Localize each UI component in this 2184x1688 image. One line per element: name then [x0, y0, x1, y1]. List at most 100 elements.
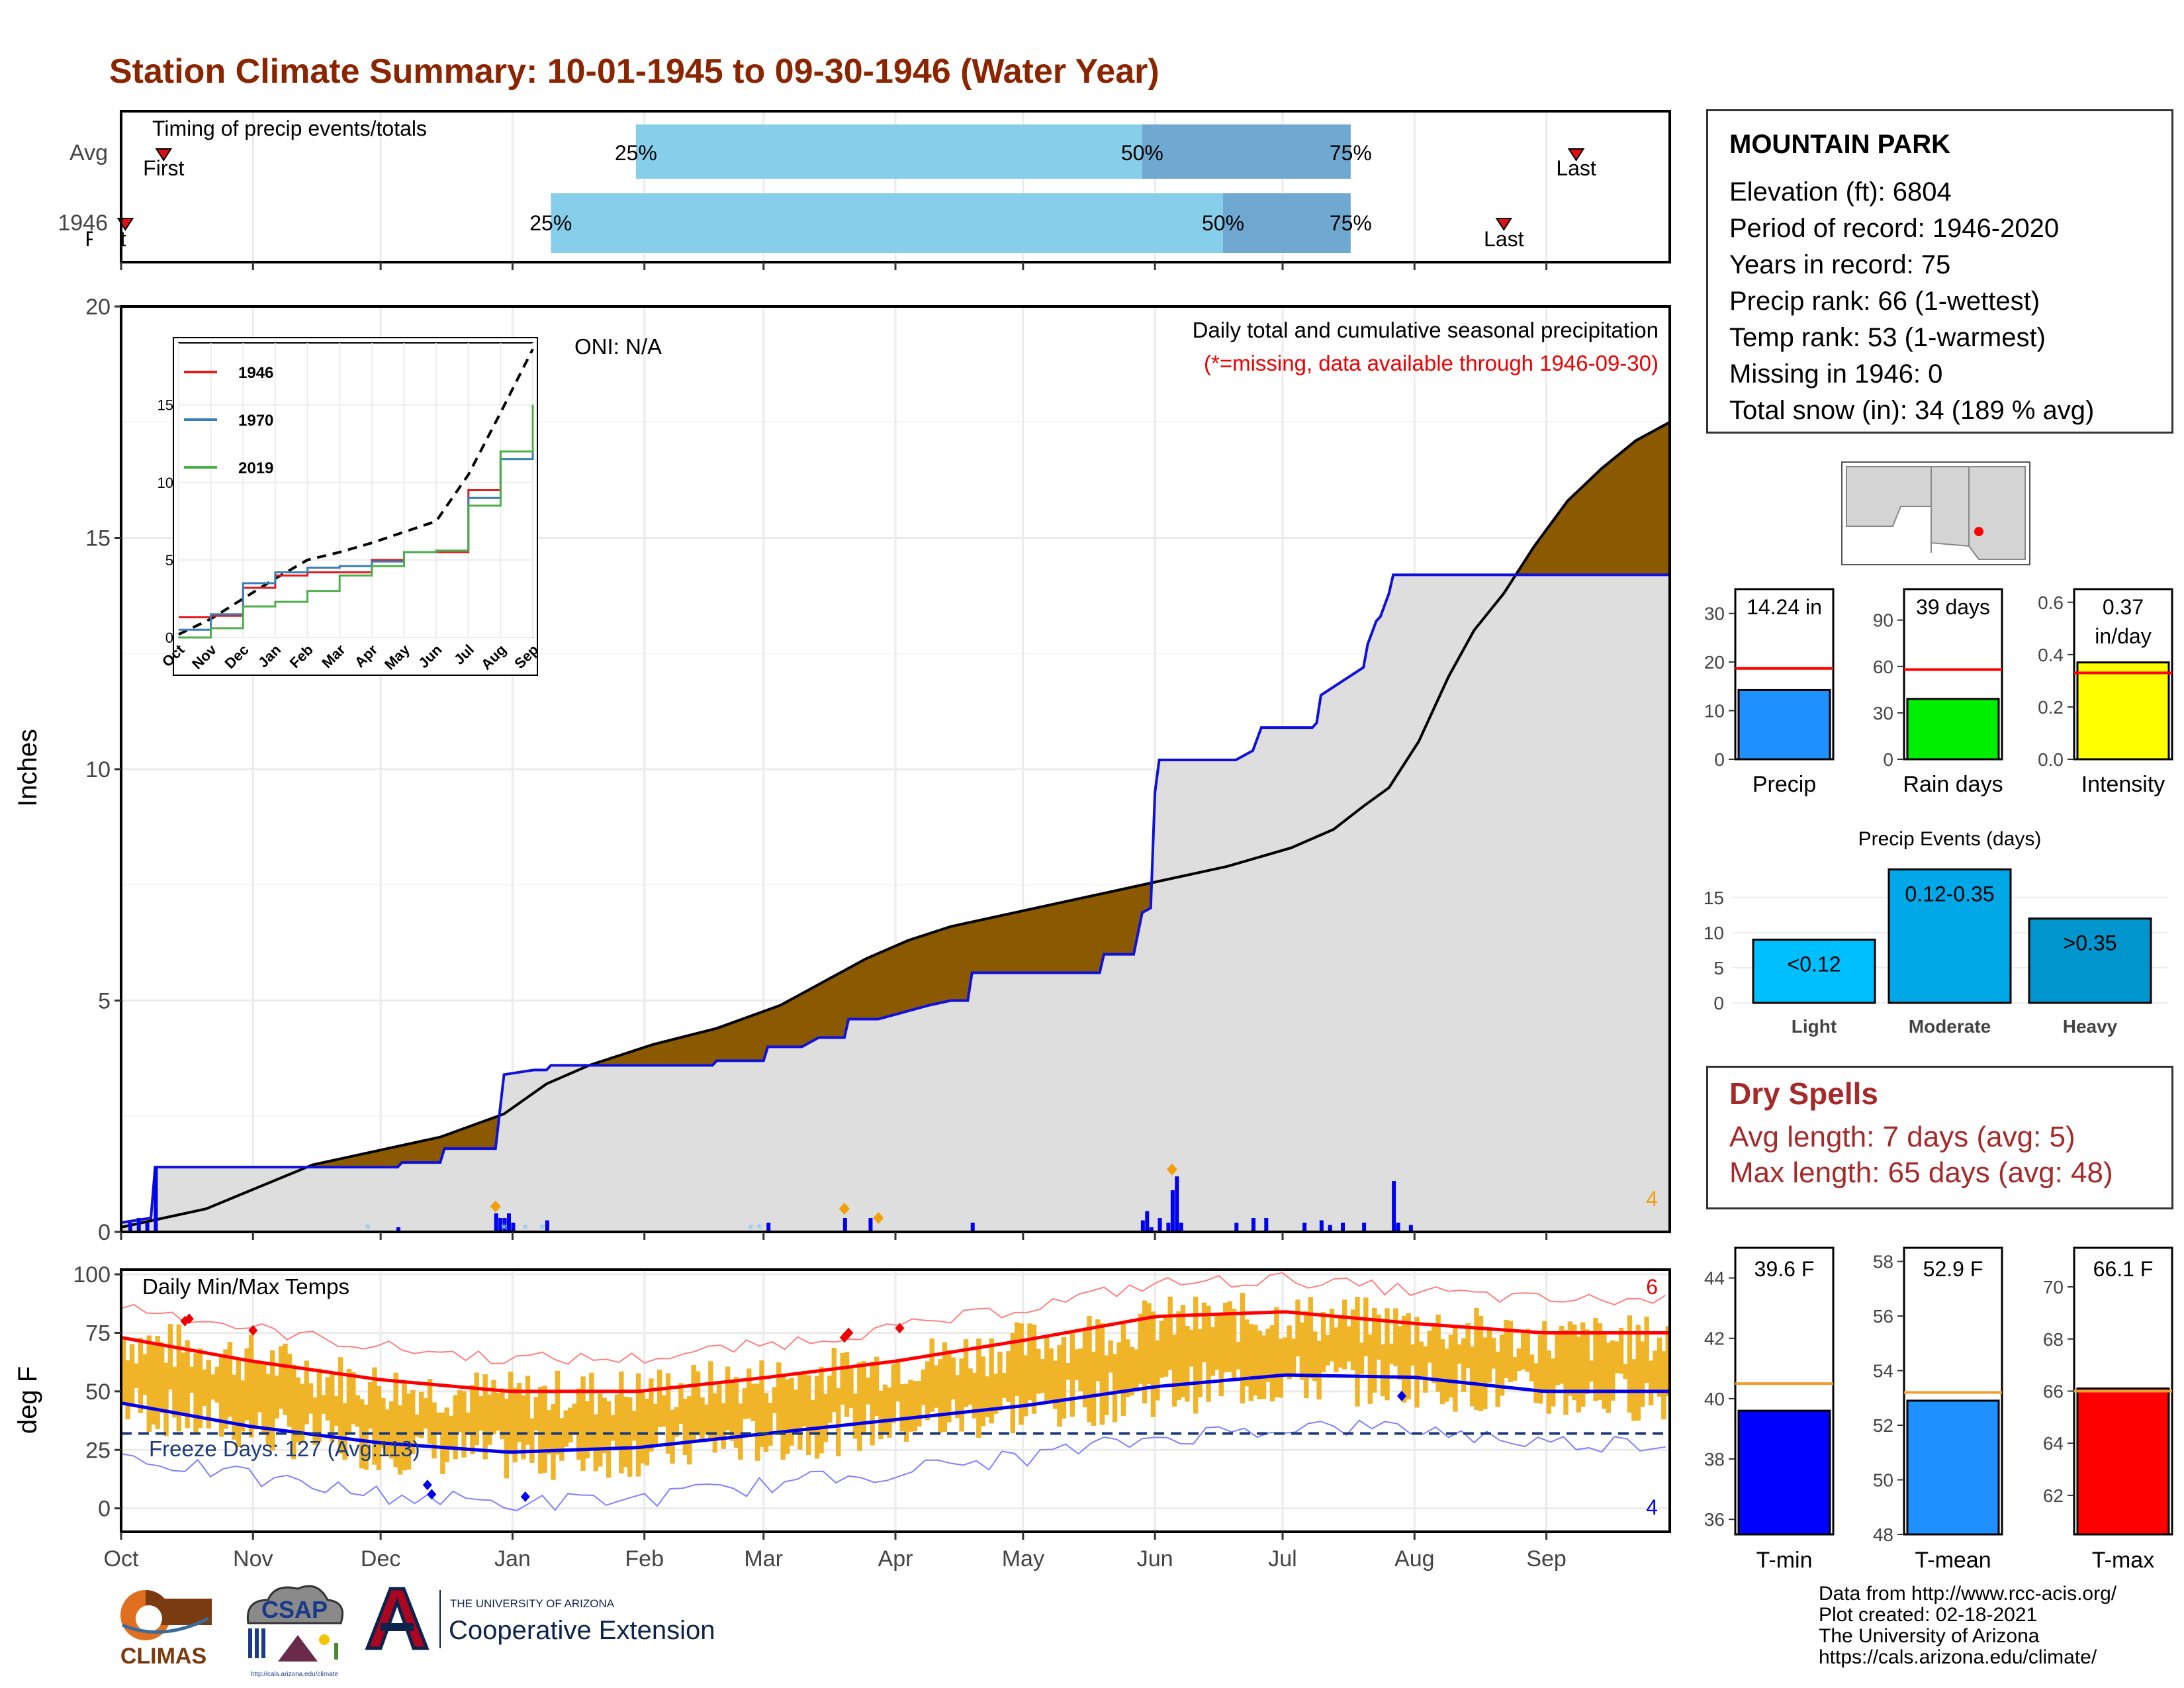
- daily-temp-bar: [1091, 1351, 1097, 1426]
- daily-temp-bar: [304, 1360, 309, 1425]
- timing-row-label-avg: Avg: [69, 140, 108, 165]
- daily-temp-bar: [751, 1383, 756, 1422]
- avg-cumulative-line: [120, 420, 1670, 1229]
- daily-temp-bar: [653, 1403, 658, 1444]
- daily-temp-bar: [214, 1366, 220, 1403]
- temp-bar-ytick-label: 68: [2043, 1329, 2064, 1350]
- daily-temp-bar: [635, 1373, 641, 1477]
- record-low-marker: [427, 1489, 437, 1500]
- daily-temp-bar: [793, 1389, 799, 1434]
- daily-temp-bar: [1661, 1351, 1666, 1420]
- daily-temp-bar: [1414, 1317, 1420, 1408]
- oni-label: ONI: N/A: [574, 334, 662, 359]
- daily-temp-bar: [1223, 1302, 1228, 1373]
- inset-series-line: [179, 404, 534, 639]
- precip-ylabel: Inches: [13, 729, 42, 807]
- daily-temp-bar: [265, 1374, 271, 1445]
- timing-bar-q50-q75: [1142, 124, 1351, 179]
- daily-temp-bar: [780, 1376, 786, 1460]
- daily-temp-bar: [474, 1372, 479, 1446]
- daily-temp-bar: [1551, 1358, 1556, 1407]
- daily-temp-bar: [1508, 1321, 1514, 1383]
- daily-temp-bar: [1406, 1313, 1411, 1399]
- record-high-marker: [895, 1323, 905, 1334]
- daily-temp-bar: [870, 1362, 875, 1446]
- daily-temp-bar: [1525, 1329, 1530, 1372]
- daily-temp-bar: [1397, 1326, 1402, 1380]
- daily-temp-bar: [1185, 1325, 1190, 1402]
- daily-temp-bar: [555, 1370, 561, 1455]
- daily-temp-bar: [457, 1390, 463, 1432]
- daily-temp-bar: [1653, 1350, 1658, 1390]
- daily-temp-bar: [1312, 1331, 1318, 1382]
- dry-spells-max: Max length: 65 days (avg: 48): [1729, 1156, 2113, 1189]
- ua-bottom-text: Cooperative Extension: [449, 1616, 715, 1645]
- daily-temp-bar: [334, 1395, 339, 1426]
- tmax-chart-value-bar: [2076, 1387, 2170, 1536]
- daily-temp-bar: [657, 1370, 662, 1427]
- daily-temp-bar: [976, 1338, 981, 1438]
- daily-temp-bar: [389, 1401, 394, 1459]
- daily-temp-bar: [406, 1393, 412, 1470]
- daily-temp-bar: [1120, 1321, 1126, 1417]
- daily-precip-bar: [1166, 1223, 1171, 1232]
- daily-temp-bar: [125, 1360, 130, 1420]
- daily-precip-bar: [136, 1218, 141, 1232]
- missing-data-marker: *: [748, 1221, 754, 1239]
- month-label: Oct: [104, 1546, 139, 1571]
- timing-label: Timing of precip events/totals: [152, 117, 427, 140]
- daily-temp-bar: [1469, 1346, 1475, 1407]
- daily-temp-bar: [968, 1368, 973, 1405]
- dry-spells-box: Dry Spells Avg length: 7 days (avg: 5) M…: [1706, 1066, 2173, 1209]
- daily-temp-bar: [912, 1381, 918, 1432]
- daily-temp-bar: [729, 1382, 735, 1441]
- daily-temp-bar: [287, 1354, 293, 1427]
- daily-temp-bar: [649, 1378, 654, 1452]
- daily-temp-bar: [742, 1388, 747, 1419]
- small-bar-ytick-label: 60: [1873, 657, 1893, 677]
- daily-precip-bar: [1328, 1225, 1332, 1232]
- daily-temp-bar: [414, 1414, 420, 1437]
- small-bar-ytick-label: 30: [1873, 703, 1893, 724]
- daily-temp-bar: [1640, 1341, 1645, 1407]
- rain-days-chart-axis-label: Rain days: [1903, 772, 2003, 797]
- daily-temp-bar: [1074, 1349, 1079, 1380]
- precip-ytick-label: 10: [85, 757, 111, 782]
- temp-ylabel: deg F: [13, 1366, 42, 1434]
- daily-temp-bar: [763, 1393, 769, 1452]
- daily-temp-bar: [253, 1362, 258, 1430]
- daily-temp-bar: [580, 1376, 586, 1471]
- daily-temp-bar: [1236, 1341, 1241, 1370]
- daily-temp-bar: [240, 1380, 246, 1432]
- intensity-chart: 0.0 0.2 0.4 0.6 0.37 in/day Intensity: [2038, 588, 2173, 797]
- daily-temp-bar: [1320, 1311, 1326, 1373]
- daily-temp-bar: [1338, 1316, 1343, 1368]
- timing-pct-50: 50%: [1121, 141, 1163, 165]
- daily-temp-bar: [1265, 1329, 1271, 1382]
- daily-temp-bar: [1491, 1337, 1496, 1369]
- daily-temp-bar: [1308, 1297, 1313, 1379]
- daily-precip-bar: [1408, 1225, 1413, 1232]
- daily-precip-bar: [868, 1218, 873, 1232]
- inset-legend-label: 2019: [238, 459, 273, 477]
- daily-precip-bar: [1158, 1218, 1162, 1232]
- daily-precip-bar: [1149, 1227, 1154, 1232]
- daily-temp-bar: [1432, 1325, 1437, 1383]
- daily-temp-bar: [1372, 1307, 1377, 1393]
- daily-temp-bar: [308, 1383, 314, 1414]
- rain-days-chart-value-bar: [1906, 698, 2000, 761]
- daily-temp-bar: [1504, 1320, 1509, 1378]
- daily-temp-bar: [512, 1387, 518, 1463]
- daily-temp-bar: [151, 1344, 156, 1425]
- small-bar-ytick-label: 0.0: [2038, 749, 2064, 770]
- daily-temp-bar: [801, 1370, 807, 1427]
- daily-temp-bar: [933, 1365, 939, 1408]
- month-label: Sep: [1526, 1546, 1567, 1571]
- daily-temp-bar: [1278, 1338, 1283, 1398]
- temp-bar-ytick-label: 70: [2043, 1277, 2064, 1297]
- daily-temp-bar: [733, 1377, 739, 1448]
- temp-bar-ytick-label: 38: [1704, 1449, 1725, 1470]
- daily-precip-bar: [1179, 1223, 1183, 1232]
- daily-temp-bar: [797, 1372, 803, 1450]
- daily-temp-bar: [559, 1418, 565, 1461]
